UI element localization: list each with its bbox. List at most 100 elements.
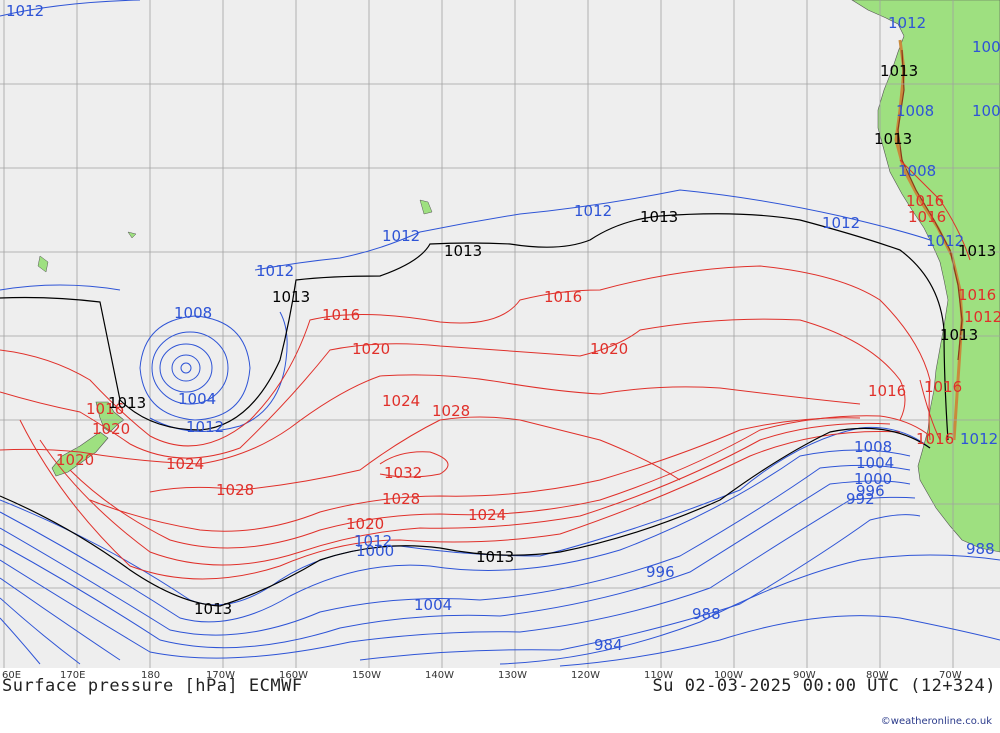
isobar-label: 1028 <box>216 481 254 499</box>
isobar-label: 1012 <box>186 418 224 436</box>
isobar-label: 988 <box>966 540 995 558</box>
isobar-label: 1012 <box>6 2 44 20</box>
land-new-zealand-north <box>95 401 125 433</box>
isobar-label: 1012 <box>574 202 612 220</box>
isobar-984 <box>0 615 1000 667</box>
isobar-label: 1008 <box>972 102 1000 120</box>
isobar-1024 <box>0 374 861 465</box>
isobar-label: 1013 <box>874 130 912 148</box>
tick-110w: 110W <box>644 670 673 681</box>
isobar-1024-south <box>69 415 931 549</box>
high-pressure-isobars <box>0 159 971 580</box>
isobar-label: 1012 <box>960 430 998 448</box>
isobar-label: 1000 <box>972 38 1000 56</box>
tick-170e: 170E <box>60 670 85 681</box>
tick-60e: 60E <box>2 670 21 681</box>
isobar-label: 1008 <box>854 438 892 456</box>
isobar-label: 1013 <box>444 242 482 260</box>
isobar-label: 1024 <box>166 455 204 473</box>
isobar-996-ring <box>171 354 201 382</box>
isobar-1013-south <box>0 427 931 607</box>
isobar-label: 1012 <box>354 532 392 550</box>
isobar-label: 1032 <box>384 464 422 482</box>
reference-isobars <box>0 213 949 607</box>
isobar-1028 <box>149 416 681 493</box>
isobar-label: 1020 <box>590 340 628 358</box>
isobar-label: 992 <box>846 490 875 508</box>
isobar-label: 1016 <box>906 192 944 210</box>
isobar-992-ring <box>180 362 192 374</box>
island <box>127 231 137 239</box>
graticule <box>0 0 1000 668</box>
isobar-label: 1012 <box>926 232 964 250</box>
tick-150w: 150W <box>352 670 381 681</box>
tick-90w: 90W <box>793 670 816 681</box>
isobar-label: 988 <box>692 605 721 623</box>
isobar-1013-north <box>0 213 949 441</box>
isobar-label: 1013 <box>272 288 310 306</box>
isobar-label: 1008 <box>896 102 934 120</box>
isobar-label: 1012 <box>256 262 294 280</box>
isobar-label: 1004 <box>178 390 216 408</box>
isobar-1008-ring <box>139 315 251 421</box>
landmasses <box>51 0 1000 553</box>
isobar-label: 1012 <box>382 227 420 245</box>
isobar-1012-central <box>0 189 931 291</box>
island <box>419 199 433 215</box>
isobar-1012-north <box>0 0 141 17</box>
island <box>37 255 49 273</box>
isobar-1020 <box>0 318 906 459</box>
isobar-label: 1013 <box>958 242 996 260</box>
low-pressure-isobars <box>0 0 1000 667</box>
credit-link[interactable]: ©weatheronline.co.uk <box>880 716 992 727</box>
isobar-1016-south <box>19 419 901 580</box>
isobar-label: 1008 <box>174 304 212 322</box>
isobar-label: 1016 <box>924 378 962 396</box>
isobar-label: 1020 <box>92 420 130 438</box>
isobar-label: 1020 <box>352 340 390 358</box>
isobar-label: 1012 <box>822 214 860 232</box>
isobar-label: 1013 <box>640 208 678 226</box>
isobar-label: 1024 <box>382 392 420 410</box>
ocean-background <box>0 0 1000 668</box>
isobar-1016-coast <box>899 159 971 441</box>
isobar-label: 1008 <box>898 162 936 180</box>
isobar-label: 1016 <box>322 306 360 324</box>
isobar-label: 1016 <box>958 286 996 304</box>
map-title: Surface pressure [hPa] ECMWF <box>2 676 303 696</box>
isobar-1008 <box>0 449 911 623</box>
isobar-label: 1000 <box>356 542 394 560</box>
isobar-label: 1013 <box>194 600 232 618</box>
tick-160w: 160W <box>279 670 308 681</box>
isobar-label: 1013 <box>880 62 918 80</box>
isobar-label: 1020 <box>346 515 384 533</box>
andes-ridge-dark <box>897 49 963 361</box>
reference-isobar-labels: 1013 1013 1013 1013 1013 1013 1013 1013 … <box>108 62 996 618</box>
isobar-label: 1004 <box>856 454 894 472</box>
tick-70w: 70W <box>939 670 962 681</box>
tick-80w: 80W <box>866 670 889 681</box>
isobar-label: 1028 <box>432 402 470 420</box>
isobar-1028-south <box>89 417 861 532</box>
isobar-label: 1013 <box>108 394 146 412</box>
isobar-label: 1016 <box>868 382 906 400</box>
tick-140w: 140W <box>425 670 454 681</box>
isobar-label: 996 <box>856 482 885 500</box>
isobar-1004 <box>0 464 911 636</box>
isobar-label: 1013 <box>940 326 978 344</box>
valid-time: Su 02-03-2025 00:00 UTC (12+324) <box>652 676 996 696</box>
tick-120w: 120W <box>571 670 600 681</box>
tick-180: 180 <box>141 670 160 681</box>
isobar-1000 <box>0 480 911 649</box>
isobar-label: 1024 <box>468 506 506 524</box>
isobar-label: 1016 <box>86 400 124 418</box>
high-isobar-labels: 1016 1020 1024 1028 1032 1028 1024 1020 … <box>56 192 1000 533</box>
isobar-1000-ring <box>159 343 213 393</box>
isobar-label: 1000 <box>854 470 892 488</box>
isobar-label: 984 <box>594 636 623 654</box>
isobar-label: 1016 <box>544 288 582 306</box>
isobar-label: 1020 <box>56 451 94 469</box>
isobar-label: 1012 <box>888 14 926 32</box>
isobar-label: 1016 <box>908 208 946 226</box>
